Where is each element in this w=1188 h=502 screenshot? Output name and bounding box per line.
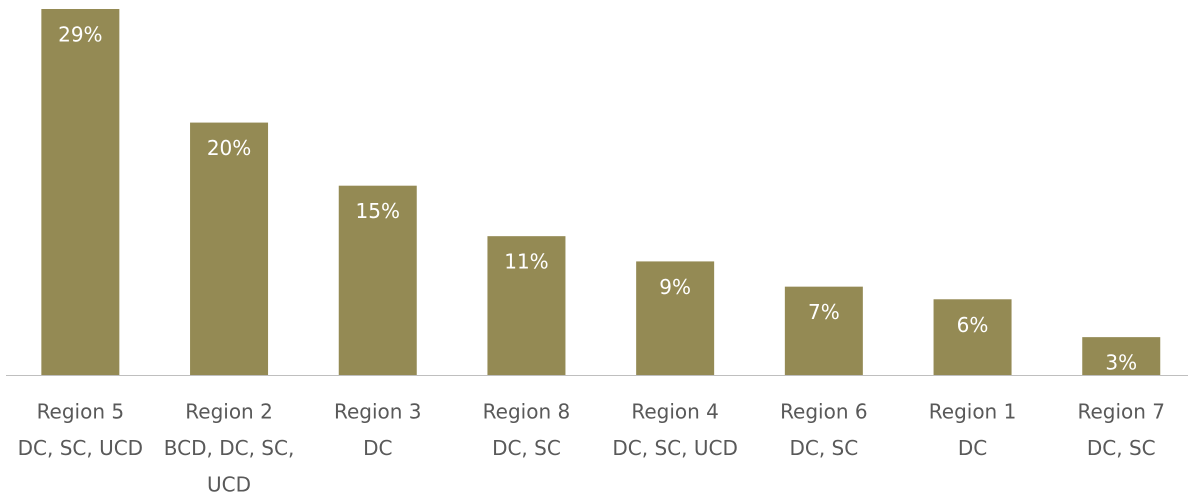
x-tick-label: Region 3 bbox=[334, 400, 422, 424]
bar bbox=[190, 122, 269, 375]
data-label: 15% bbox=[356, 199, 400, 223]
x-tick-label: DC, SC, UCD bbox=[18, 436, 143, 460]
data-label: 7% bbox=[808, 300, 840, 324]
data-label: 20% bbox=[207, 136, 251, 160]
bar bbox=[933, 299, 1012, 375]
x-tick-label: DC bbox=[958, 436, 987, 460]
bar bbox=[784, 286, 863, 375]
x-tick-label: BCD, DC, SC, bbox=[164, 436, 295, 460]
data-label: 11% bbox=[504, 250, 548, 274]
x-tick-label: DC, SC bbox=[789, 436, 858, 460]
x-tick-label: DC, SC bbox=[492, 436, 561, 460]
x-tick-label: Region 6 bbox=[780, 400, 868, 424]
x-tick-label: DC, SC, UCD bbox=[612, 436, 737, 460]
data-label: 29% bbox=[58, 23, 102, 47]
x-tick-label: Region 8 bbox=[483, 400, 571, 424]
bar bbox=[487, 236, 566, 375]
data-label: 3% bbox=[1105, 351, 1137, 375]
x-tick-label: Region 5 bbox=[37, 400, 125, 424]
bar bbox=[338, 185, 417, 375]
x-tick-label: Region 2 bbox=[185, 400, 273, 424]
x-tick-label: UCD bbox=[207, 473, 251, 497]
bar bbox=[1082, 337, 1161, 375]
x-tick-label: Region 7 bbox=[1077, 400, 1165, 424]
x-tick-label: DC bbox=[363, 436, 392, 460]
data-label: 9% bbox=[659, 275, 691, 299]
x-tick-label: Region 4 bbox=[631, 400, 719, 424]
x-tick-label: DC, SC bbox=[1087, 436, 1156, 460]
bar bbox=[636, 261, 715, 375]
bar bbox=[41, 9, 120, 375]
data-label: 6% bbox=[957, 313, 989, 337]
x-tick-label: Region 1 bbox=[929, 400, 1017, 424]
